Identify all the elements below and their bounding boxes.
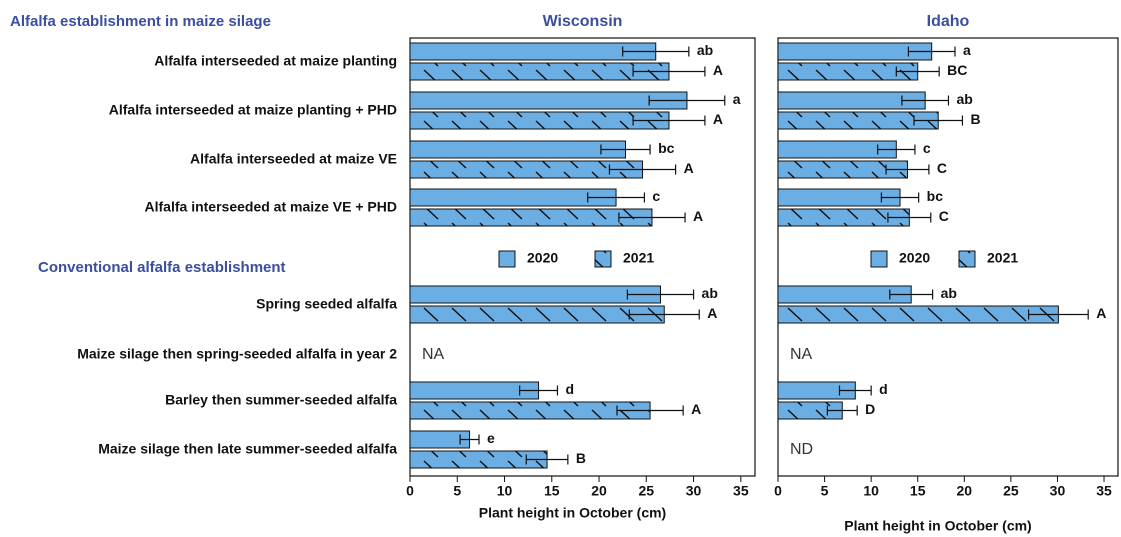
bar <box>409 285 661 304</box>
bar <box>409 91 688 110</box>
panel-frame <box>409 37 756 477</box>
significance-letter: A <box>684 160 694 176</box>
category-label: Alfalfa interseeded at maize planting + … <box>109 102 397 118</box>
category-label: Barley then summer-seeded alfalfa <box>165 392 397 408</box>
significance-letter: A <box>1096 305 1106 321</box>
x-tick-label: 25 <box>639 483 655 499</box>
category-label: Maize silage then late summer-seeded alf… <box>98 441 397 457</box>
panel-title: Wisconsin <box>543 13 623 30</box>
significance-letter: A <box>693 208 703 224</box>
significance-letter: c <box>923 140 931 156</box>
x-tick-label: 20 <box>591 483 607 499</box>
significance-letter: A <box>713 111 723 127</box>
significance-letter: ab <box>956 91 972 107</box>
x-tick-label: 35 <box>733 483 749 499</box>
legend-swatch <box>594 250 612 268</box>
group-label: Alfalfa establishment in maize silage <box>10 13 271 30</box>
x-tick-label: 15 <box>910 483 926 499</box>
bar <box>409 160 644 179</box>
bar <box>409 111 670 130</box>
x-tick-label: 0 <box>774 483 782 499</box>
x-tick-label: 30 <box>686 483 702 499</box>
category-label: Spring seeded alfalfa <box>256 296 397 312</box>
x-tick-label: 30 <box>1050 483 1066 499</box>
x-tick-label: 10 <box>497 483 513 499</box>
significance-letter: bc <box>658 140 675 156</box>
bar <box>409 140 627 159</box>
significance-letter: B <box>576 450 586 466</box>
significance-letter: a <box>963 42 971 58</box>
significance-letter: bc <box>927 188 944 204</box>
significance-letter: d <box>565 381 574 397</box>
bar <box>409 188 617 207</box>
x-tick-label: 10 <box>863 483 879 499</box>
legend-label: 2021 <box>987 250 1018 266</box>
category-label: Alfalfa interseeded at maize VE + PHD <box>145 199 397 215</box>
category-label: Alfalfa interseeded at maize planting <box>154 53 397 69</box>
bar <box>409 401 651 420</box>
significance-letter: D <box>865 401 875 417</box>
significance-letter: d <box>879 381 888 397</box>
legend-label: 2020 <box>527 250 558 266</box>
legend-swatch <box>498 250 516 268</box>
significance-letter: c <box>652 188 660 204</box>
panel-frame <box>777 37 1119 477</box>
bar <box>409 42 657 61</box>
significance-letter: a <box>733 91 741 107</box>
significance-letter: A <box>691 401 701 417</box>
significance-letter: A <box>713 62 723 78</box>
legend-swatch <box>870 250 888 268</box>
bar <box>409 208 653 227</box>
panel-title: Idaho <box>927 13 970 30</box>
category-label: Alfalfa interseeded at maize VE <box>190 151 397 167</box>
legend-label: 2021 <box>623 250 654 266</box>
significance-letter: A <box>707 305 717 321</box>
significance-letter: ab <box>697 42 713 58</box>
significance-letter: ab <box>702 285 718 301</box>
x-tick-label: 5 <box>821 483 829 499</box>
x-tick-label: 15 <box>544 483 560 499</box>
x-axis-label: Plant height in October (cm) <box>479 505 666 521</box>
significance-letter: BC <box>947 62 967 78</box>
row-note: NA <box>790 346 813 363</box>
group-label: Conventional alfalfa establishment <box>38 259 286 276</box>
row-note: NA <box>422 346 445 363</box>
significance-letter: B <box>970 111 980 127</box>
x-tick-label: 35 <box>1096 483 1112 499</box>
x-axis-label: Plant height in October (cm) <box>844 518 1031 534</box>
significance-letter: C <box>939 208 949 224</box>
legend-label: 2020 <box>899 250 930 266</box>
x-tick-label: 5 <box>453 483 461 499</box>
x-tick-label: 25 <box>1003 483 1019 499</box>
x-tick-label: 0 <box>406 483 414 499</box>
bar <box>409 305 665 324</box>
significance-letter: C <box>937 160 947 176</box>
bar <box>777 305 1059 324</box>
x-tick-label: 20 <box>957 483 973 499</box>
bar <box>409 62 670 81</box>
row-note: ND <box>790 441 813 458</box>
significance-letter: ab <box>941 285 957 301</box>
category-label: Maize silage then spring-seeded alfalfa … <box>77 346 397 362</box>
significance-letter: e <box>487 430 495 446</box>
legend-swatch <box>958 250 976 268</box>
